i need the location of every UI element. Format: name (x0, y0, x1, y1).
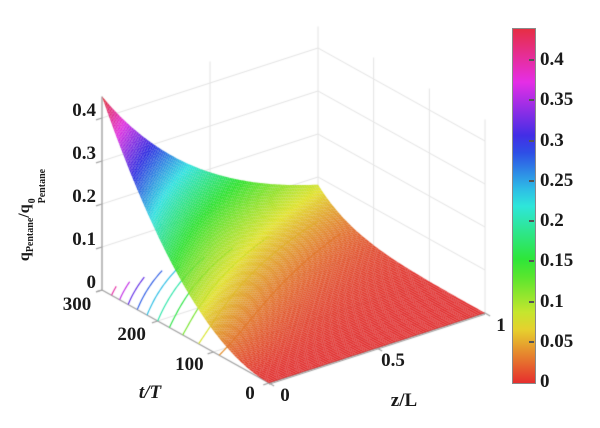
colorbar-tick-mark (529, 220, 534, 223)
q-axis-tick-label-0.1: 0.1 (72, 229, 96, 250)
t-axis-tick-label-300: 300 (62, 294, 92, 315)
x-axis-tick-label-0: 0 (280, 385, 290, 406)
colorbar-tick-label-0.05: 0.05 (540, 330, 574, 352)
t-axis-label: t/T (138, 382, 162, 403)
q-axis-tick-label-0: 0 (86, 272, 97, 293)
colorbar-tick-label-0.4: 0.4 (540, 49, 564, 71)
colorbar-tick-mark (529, 340, 534, 343)
colorbar-gradient (513, 29, 535, 383)
colorbar-tick-mark (529, 139, 534, 142)
colorbar-tick-mark (529, 179, 534, 182)
x-axis-tick-label-0.5: 0.5 (381, 350, 405, 371)
colorbar-tick-label-0: 0 (540, 371, 550, 392)
x-axis-label: z/L (390, 390, 418, 411)
x-axis-tick-label-1: 1 (496, 315, 506, 336)
q-axis-label-q1: q (16, 252, 33, 262)
colorbar-tick-mark (529, 260, 534, 263)
colorbar-tick-label-0.35: 0.35 (540, 89, 574, 111)
colorbar-tick-label-0.25: 0.25 (540, 169, 574, 191)
colorbar-tick-mark (529, 59, 534, 62)
colorbar-tick-mark (529, 99, 534, 102)
q-axis-tick-label-0.4: 0.4 (72, 100, 96, 121)
colorbar-tick-mark (529, 300, 534, 303)
q-axis-tick-label-0.3: 0.3 (72, 143, 96, 164)
colorbar-tick-label-0.15: 0.15 (540, 250, 574, 272)
t-axis-tick-label-100: 100 (175, 354, 204, 375)
t-axis-tick-label-0: 0 (245, 383, 255, 404)
colorbar-tick-label-0.1: 0.1 (540, 290, 564, 312)
colorbar-tick-label-0.2: 0.2 (540, 210, 564, 232)
colorbar (512, 28, 536, 384)
t-axis-tick-label-200: 200 (117, 324, 146, 345)
q-axis-tick-label-0.2: 0.2 (72, 186, 96, 207)
colorbar-tick-label-0.3: 0.3 (540, 129, 564, 151)
